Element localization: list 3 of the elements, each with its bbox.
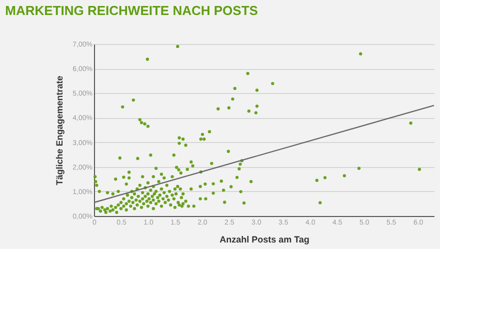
y-axis-title: Tägliche Engagementrate [54,76,65,186]
chart-title: MARKETING REICHWEITE NACH POSTS [5,3,258,18]
x-axis-title: Anzahl Posts am Tag [220,234,310,244]
